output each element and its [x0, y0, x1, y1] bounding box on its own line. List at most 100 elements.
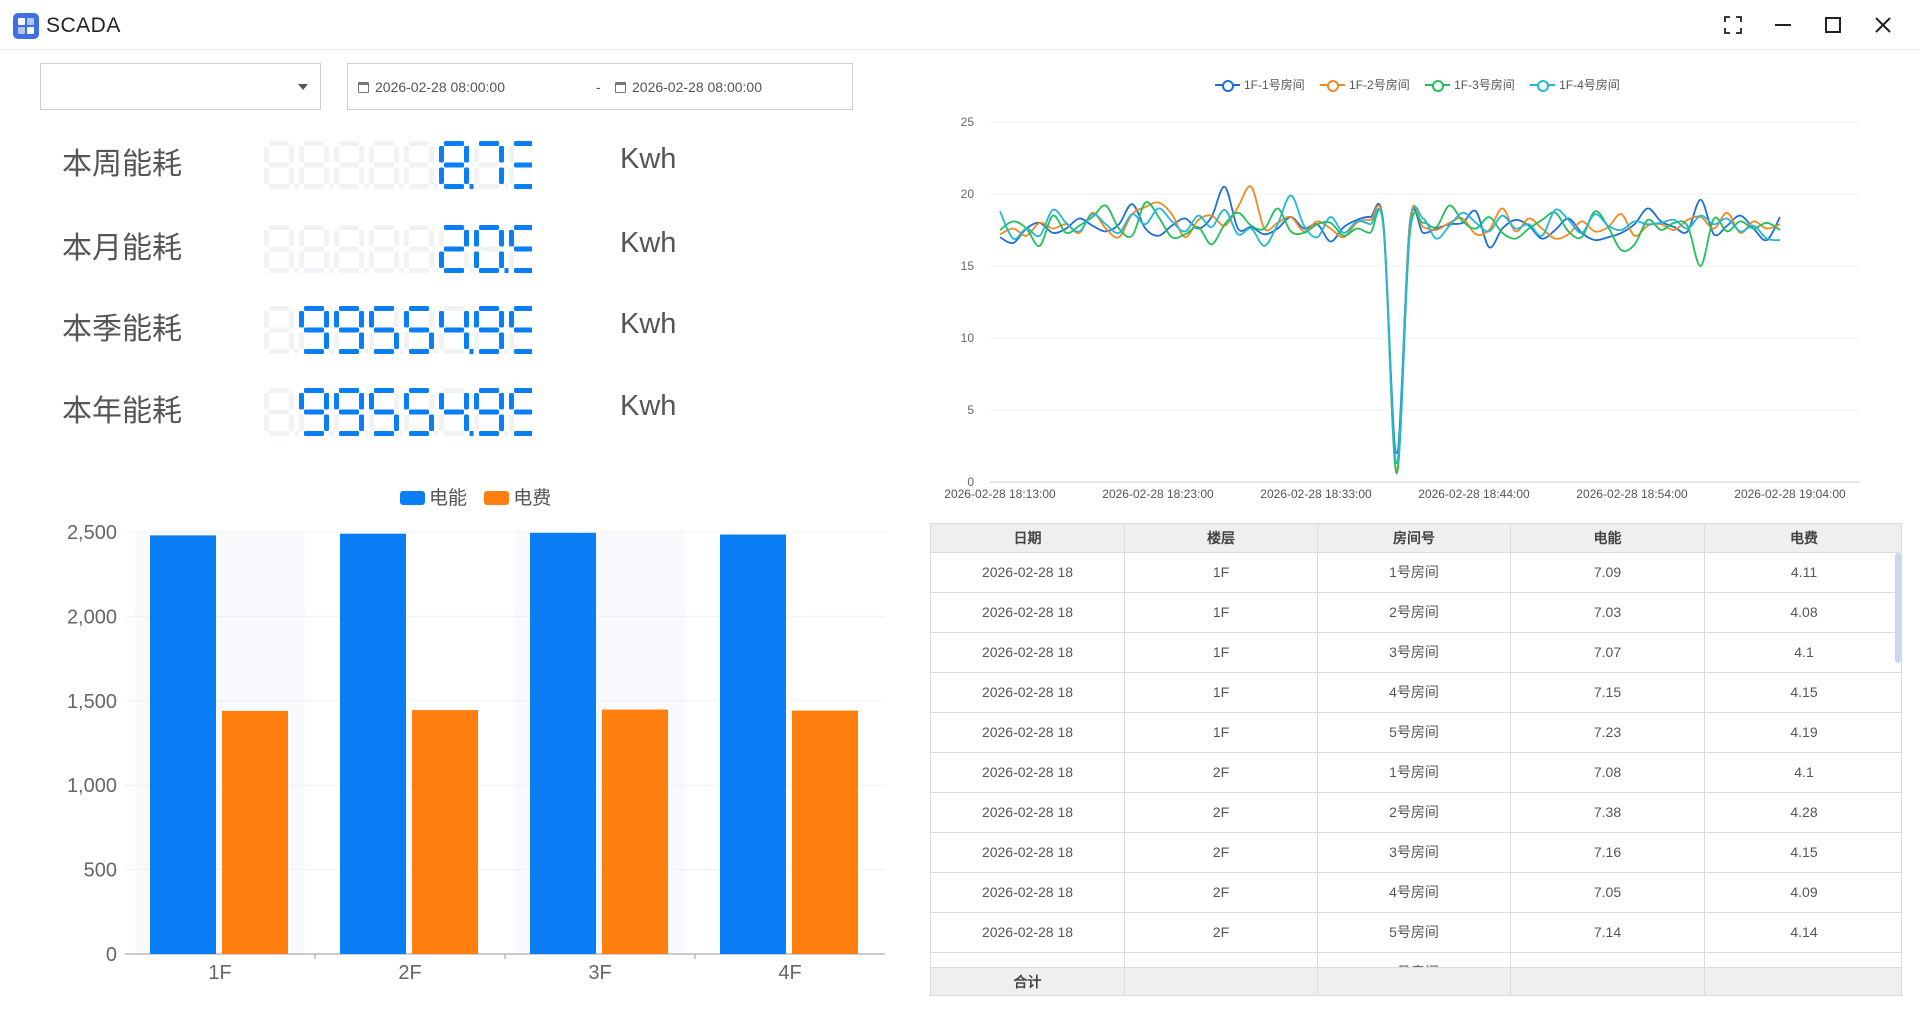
stat-week: 本周能耗 Kwh	[62, 135, 702, 195]
table-row[interactable]: 2026-02-28 183F1号房间7.294.23	[931, 953, 1901, 968]
seg-segment	[429, 311, 434, 328]
table-cell: 2026-02-28 18	[931, 673, 1125, 712]
seg-dot	[504, 184, 509, 189]
table-row[interactable]: 2026-02-28 18 2F 4号房间 7.05 4.09	[931, 873, 1901, 913]
seg-dot	[399, 349, 404, 354]
legend-item-room-3[interactable]: 1F-3号房间	[1425, 76, 1515, 93]
seg-segment	[474, 167, 479, 184]
seg-segment	[479, 141, 499, 146]
legend-item-room-4[interactable]: 1F-4号房间	[1530, 76, 1620, 93]
table-row[interactable]: 2026-02-28 18 2F 3号房间 7.16 4.15	[931, 833, 1901, 873]
app-title: SCADA	[46, 14, 121, 37]
table-row[interactable]: 2026-02-28 18 1F 3号房间 7.07 4.1	[931, 633, 1901, 673]
legend-label: 电费	[513, 488, 552, 509]
maximize-icon[interactable]	[1820, 12, 1846, 38]
seg-segment	[304, 327, 324, 333]
table-row[interactable]: 2026-02-28 18 1F 5号房间 7.23 4.19	[931, 713, 1901, 753]
bar-cost	[792, 710, 858, 954]
seg-segment	[474, 251, 479, 268]
col-header-floor[interactable]: 楼层	[1125, 524, 1318, 553]
seg-segment	[374, 349, 394, 354]
col-header-room[interactable]: 房间号	[1318, 524, 1511, 553]
table-cell: 2号房间	[1318, 593, 1511, 632]
table-header: 日期 楼层 房间号 电能 电费	[931, 524, 1901, 553]
seg-digit	[369, 388, 404, 436]
seg-digit	[264, 225, 299, 273]
range-end-input[interactable]: 2026-02-28 08:00:00	[632, 79, 762, 95]
col-header-cost[interactable]: 电费	[1790, 530, 1818, 546]
seg-digit	[264, 141, 299, 189]
legend-marker	[1320, 79, 1346, 92]
seg-segment	[509, 393, 514, 410]
x-tick-label: 2026-02-28 18:54:00	[1576, 487, 1688, 501]
y-tick-label: 2,500	[67, 522, 117, 544]
seg-segment	[304, 349, 324, 354]
seg-segment	[439, 393, 444, 410]
seg-segment	[334, 230, 339, 247]
table-row[interactable]: 2026-02-28 18 2F 1号房间 7.08 4.1	[931, 753, 1901, 793]
legend-item-room-1[interactable]: 1F-1号房间	[1215, 76, 1305, 93]
seg-dot	[469, 184, 474, 189]
seg-segment	[374, 141, 394, 146]
seg-segment	[269, 306, 289, 311]
calendar-icon	[358, 82, 369, 93]
floor-select[interactable]	[40, 63, 321, 110]
seg-segment	[394, 393, 399, 410]
fullscreen-icon[interactable]	[1720, 12, 1746, 38]
table-footer: 合计	[931, 967, 1901, 995]
x-tick-label: 2026-02-28 18:23:00	[1102, 487, 1214, 501]
legend-item-room-2[interactable]: 1F-2号房间	[1320, 76, 1410, 93]
seg-segment	[289, 230, 294, 247]
range-start-input[interactable]: 2026-02-28 08:00:00	[375, 79, 505, 95]
seg-digit	[299, 141, 334, 189]
seg-segment	[439, 414, 444, 431]
seg-segment	[324, 146, 329, 163]
col-header-energy[interactable]: 电能	[1511, 524, 1705, 553]
table-cell: 2026-02-28 18	[931, 873, 1125, 912]
table-row[interactable]: 2026-02-28 18 1F 1号房间 7.09 4.11	[931, 553, 1901, 593]
seg-segment	[289, 311, 294, 328]
legend-item-cost[interactable]: 电费	[484, 483, 551, 510]
seg-segment	[464, 167, 469, 184]
seg-segment	[514, 162, 532, 168]
seg-segment	[479, 349, 499, 354]
x-tick-label: 2F	[398, 962, 421, 984]
seg-dot	[469, 268, 474, 273]
col-header-date[interactable]: 日期	[931, 524, 1125, 553]
table-cell: 7.38	[1511, 793, 1705, 832]
seg-segment	[304, 225, 324, 230]
seg-segment	[404, 393, 409, 410]
seg-segment	[499, 230, 504, 247]
table-row[interactable]: 2026-02-28 18 1F 2号房间 7.03 4.08	[931, 593, 1901, 633]
seg-segment	[394, 146, 399, 163]
close-icon[interactable]	[1870, 12, 1896, 38]
seg-dot	[329, 184, 334, 189]
date-range-picker[interactable]: 2026-02-28 08:00:00 - 2026-02-28 08:00:0…	[347, 63, 853, 110]
stat-year: 本年能耗 Kwh	[62, 382, 702, 442]
seg-segment	[474, 332, 479, 349]
table-cell: 4.08	[1790, 604, 1818, 620]
seg-segment	[304, 141, 324, 146]
table-row[interactable]: 2026-02-28 18 2F 5号房间 7.14 4.14	[931, 913, 1901, 953]
minimize-icon[interactable]	[1770, 12, 1796, 38]
seg-segment	[479, 327, 499, 333]
table-row[interactable]: 2026-02-28 18 1F 4号房间 7.15 4.15	[931, 673, 1901, 713]
table-scrollbar[interactable]	[1895, 553, 1901, 663]
seg-segment	[444, 141, 464, 146]
table-row[interactable]: 2026-02-28 18 2F 2号房间 7.38 4.28	[931, 793, 1901, 833]
seg-segment	[464, 251, 469, 268]
legend-item-energy[interactable]: 电能	[400, 483, 467, 510]
seg-segment	[374, 184, 394, 189]
seg-segment	[339, 225, 359, 230]
table-body[interactable]: 2026-02-28 18 1F 1号房间 7.09 4.11 2026-02-28 18…	[931, 553, 1901, 968]
table-cell: 7.29	[1511, 953, 1705, 968]
table-cell: 4.1	[1794, 644, 1814, 660]
seg-segment	[334, 393, 339, 410]
y-tick-label: 10	[961, 331, 975, 345]
seg-segment	[359, 393, 364, 410]
seg-segment	[374, 162, 394, 168]
seg-segment	[444, 246, 464, 252]
seg-segment	[464, 230, 469, 247]
legend-swatch	[484, 491, 510, 505]
table-cell: 2F	[1125, 873, 1318, 912]
